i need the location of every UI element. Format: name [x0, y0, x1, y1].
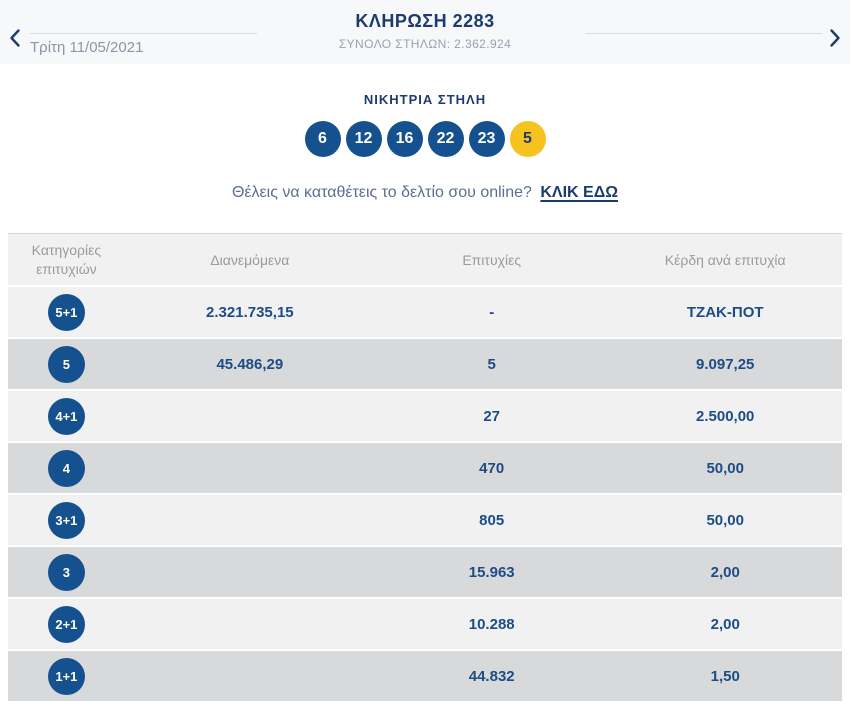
draw-date: Τρίτη 11/05/2021	[30, 39, 144, 56]
table-row: 5 45.486,29 5 9.097,25	[8, 339, 842, 389]
category-badge: 5+1	[47, 293, 85, 331]
draw-title-block: ΚΛΗΡΩΣΗ 2283 ΣΥΝΟΛΟ ΣΤΗΛΩΝ: 2.362.924	[0, 11, 850, 51]
number-ball-1: 6	[304, 121, 341, 157]
table-row: 1+1 44.832 1,50	[8, 651, 842, 701]
winners-value: 5	[487, 355, 496, 373]
header-category: Κατηγορίες επιτυχιών	[31, 241, 102, 277]
category-badge: 3	[47, 553, 85, 591]
winners-value: 44.832	[468, 667, 515, 685]
next-draw-button[interactable]	[827, 26, 844, 50]
prize-value: 2,00	[710, 615, 740, 633]
cta-click-here-link[interactable]: ΚΛΙΚ ΕΔΩ	[540, 184, 619, 201]
winning-numbers: 6 12 16 22 23 5	[0, 121, 850, 157]
prize-value: 2,00	[710, 563, 740, 581]
current-draw-date-block: Τρίτη 11/05/2021	[30, 33, 257, 56]
table-row: 4 470 50,00	[8, 443, 842, 493]
prize-value: 2.500,00	[696, 407, 755, 425]
table-row: 4+1 27 2.500,00	[8, 391, 842, 441]
cta-text: Θέλεις να καταθέτεις το δελτίο σου onlin…	[231, 184, 532, 201]
chevron-left-icon	[8, 29, 21, 51]
prize-value: 9.097,25	[696, 355, 755, 373]
header-winners: Επιτυχίες	[462, 251, 522, 268]
prize-table-header: Κατηγορίες επιτυχιών Διανεμόμενα Επιτυχί…	[8, 233, 842, 285]
prize-value: 50,00	[706, 459, 744, 477]
number-ball-4: 22	[427, 121, 464, 157]
online-cta: Θέλεις να καταθέτεις το δελτίο σου onlin…	[0, 184, 850, 202]
category-badge: 3+1	[47, 501, 85, 539]
table-row: 5+1 2.321.735,15 - ΤΖΑΚ-ΠΟΤ	[8, 287, 842, 337]
distributed-value: 45.486,29	[216, 355, 284, 373]
category-badge: 4+1	[47, 397, 85, 435]
joker-ball: 5	[509, 121, 546, 157]
prev-draw-button[interactable]	[6, 26, 23, 50]
prize-value: 1,50	[710, 667, 740, 685]
header-prize: Κέρδη ανά επιτυχία	[664, 251, 786, 268]
winners-value: -	[489, 303, 495, 321]
draw-total-columns: ΣΥΝΟΛΟ ΣΤΗΛΩΝ: 2.362.924	[338, 37, 512, 51]
table-row: 3 15.963 2,00	[8, 547, 842, 597]
category-badge: 2+1	[47, 605, 85, 643]
header-distributed: Διανεμόμενα	[210, 251, 290, 268]
next-draw-line	[585, 33, 822, 34]
winners-value: 15.963	[468, 563, 515, 581]
number-ball-3: 16	[386, 121, 423, 157]
number-ball-2: 12	[345, 121, 382, 157]
category-badge: 4	[47, 449, 85, 487]
winners-value: 10.288	[468, 615, 515, 633]
table-row: 2+1 10.288 2,00	[8, 599, 842, 649]
prize-table: Κατηγορίες επιτυχιών Διανεμόμενα Επιτυχί…	[8, 233, 842, 703]
number-ball-5: 23	[468, 121, 505, 157]
distributed-value: 2.321.735,15	[206, 303, 294, 321]
draw-title: ΚΛΗΡΩΣΗ 2283	[355, 11, 495, 31]
prize-value: 50,00	[706, 511, 744, 529]
prize-value: ΤΖΑΚ-ΠΟΤ	[686, 303, 764, 321]
winning-column-title: ΝΙΚΗΤΡΙΑ ΣΤΗΛΗ	[363, 92, 487, 107]
chevron-right-icon	[829, 29, 842, 51]
category-badge: 1+1	[47, 657, 85, 695]
draw-header-bar: Τρίτη 11/05/2021 ΚΛΗΡΩΣΗ 2283 ΣΥΝΟΛΟ ΣΤΗ…	[0, 0, 850, 64]
winners-value: 470	[479, 459, 505, 477]
winners-value: 27	[483, 407, 501, 425]
table-row: 3+1 805 50,00	[8, 495, 842, 545]
winners-value: 805	[479, 511, 505, 529]
category-badge: 5	[47, 345, 85, 383]
